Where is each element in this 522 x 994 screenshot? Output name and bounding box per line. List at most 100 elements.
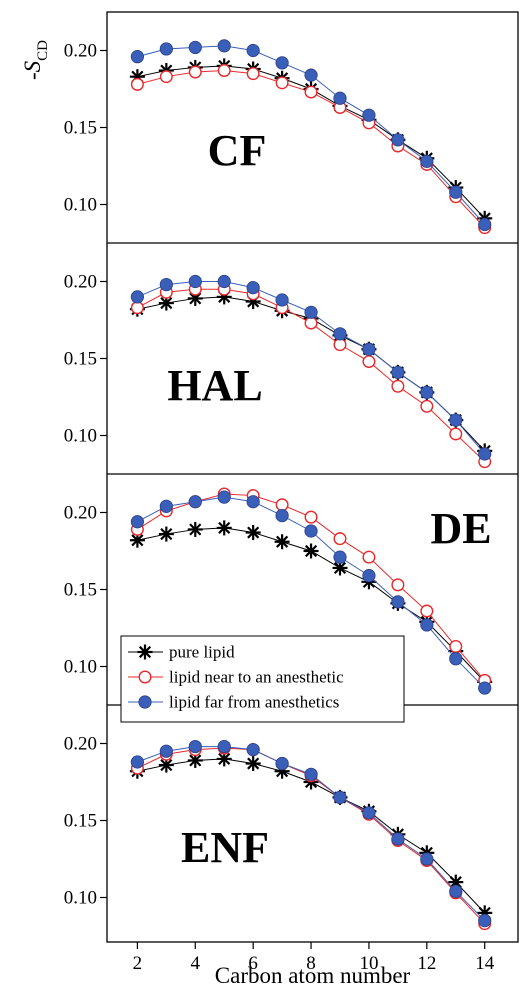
x-tick-label: 12 bbox=[417, 953, 436, 974]
data-point bbox=[158, 295, 174, 311]
y-axis-cf: 0.10 0.15 0.20 bbox=[64, 41, 107, 216]
x-tick-label: 4 bbox=[191, 953, 201, 974]
data-point bbox=[217, 39, 231, 53]
data-point bbox=[333, 327, 347, 341]
data-point bbox=[188, 739, 202, 754]
y-axis-hal: 0.10 0.15 0.20 bbox=[64, 272, 107, 447]
data-point bbox=[304, 68, 318, 82]
data-point bbox=[478, 913, 492, 928]
panel-label-hal: HAL bbox=[167, 361, 262, 410]
panel-label-de: DE bbox=[430, 504, 491, 553]
data-point bbox=[275, 56, 289, 70]
panel-hal bbox=[129, 274, 493, 469]
y-tick-label: 0.15 bbox=[64, 811, 97, 832]
data-point bbox=[420, 154, 434, 168]
y-tick-label: 0.15 bbox=[64, 118, 97, 139]
data-point bbox=[333, 550, 347, 564]
data-point bbox=[275, 76, 289, 90]
legend-marker bbox=[137, 644, 153, 660]
y-axes: 0.100.150.200.100.150.200.100.150.200.10… bbox=[64, 41, 107, 909]
y-axis-title: -SCD bbox=[20, 40, 51, 80]
y-axis-title-subscript: CD bbox=[35, 40, 51, 61]
legend-label: lipid far from anesthetics bbox=[169, 693, 339, 712]
panel-labels: CF HAL DE ENF bbox=[167, 126, 491, 872]
series-layer bbox=[129, 39, 493, 931]
data-point bbox=[159, 744, 173, 758]
legend: pure lipid lipid near to an anesthetic lip… bbox=[120, 635, 405, 723]
y-tick-label: 0.10 bbox=[64, 888, 97, 909]
data-point bbox=[420, 385, 434, 399]
data-point bbox=[420, 604, 434, 618]
data-point bbox=[391, 379, 405, 393]
panel-cf bbox=[129, 39, 493, 235]
data-point bbox=[245, 756, 261, 772]
data-point bbox=[130, 290, 144, 304]
data-point bbox=[362, 355, 376, 369]
data-point bbox=[159, 70, 173, 84]
data-point bbox=[362, 806, 376, 820]
x-tick-label: 14 bbox=[475, 953, 495, 974]
data-point bbox=[478, 681, 492, 695]
legend-label: pure lipid bbox=[169, 643, 235, 662]
x-tick-label: 6 bbox=[248, 953, 258, 974]
data-point bbox=[420, 399, 434, 413]
data-point bbox=[159, 277, 173, 292]
data-point bbox=[448, 874, 464, 890]
y-tick-label: 0.20 bbox=[64, 734, 97, 755]
data-point bbox=[187, 521, 203, 537]
data-point bbox=[449, 427, 463, 441]
series-far-enf bbox=[130, 739, 492, 928]
legend-item-near: lipid near to an anesthetic bbox=[128, 668, 344, 687]
data-point bbox=[449, 884, 463, 898]
data-point bbox=[217, 64, 231, 78]
panel-label-enf: ENF bbox=[181, 823, 269, 872]
data-point bbox=[275, 498, 289, 512]
legend-box bbox=[120, 635, 405, 723]
y-tick-label: 0.10 bbox=[64, 657, 97, 678]
data-point bbox=[130, 77, 144, 91]
y-tick-label: 0.15 bbox=[64, 349, 97, 370]
series-far-de bbox=[130, 490, 492, 695]
data-point bbox=[362, 108, 376, 122]
legend-item-pure: pure lipid bbox=[128, 643, 235, 662]
data-point bbox=[303, 543, 319, 559]
data-point bbox=[391, 832, 405, 846]
data-point bbox=[333, 532, 347, 546]
data-point bbox=[246, 495, 260, 509]
plot-border bbox=[106, 11, 519, 943]
legend-item-far: lipid far from anesthetics bbox=[128, 693, 339, 712]
y-tick-label: 0.10 bbox=[64, 195, 97, 216]
data-point bbox=[304, 524, 318, 538]
series-near-cf bbox=[130, 64, 492, 235]
data-point bbox=[449, 413, 463, 427]
y-axis-enf: 0.10 0.15 0.20 bbox=[64, 734, 107, 909]
data-point bbox=[130, 515, 144, 529]
panel-enf bbox=[129, 739, 493, 931]
data-point bbox=[304, 510, 318, 524]
data-point bbox=[275, 756, 289, 771]
x-tick-label: 10 bbox=[359, 953, 378, 974]
data-point bbox=[217, 274, 231, 289]
x-axis-title: Carbon atom number bbox=[215, 963, 411, 988]
panel-de bbox=[129, 487, 493, 695]
data-point bbox=[246, 281, 260, 295]
data-point bbox=[275, 293, 289, 307]
data-point bbox=[188, 274, 202, 289]
x-tick-label: 8 bbox=[306, 953, 316, 974]
data-point bbox=[275, 508, 289, 523]
plot-frame bbox=[106, 11, 519, 943]
data-point bbox=[188, 40, 202, 55]
legend-items: pure lipid lipid near to an anesthetic lip… bbox=[128, 643, 344, 712]
data-point bbox=[333, 91, 347, 105]
data-point bbox=[130, 301, 144, 315]
data-point bbox=[391, 595, 405, 609]
data-point bbox=[274, 534, 290, 550]
data-point bbox=[420, 618, 434, 632]
data-point bbox=[304, 316, 318, 330]
data-point bbox=[304, 85, 318, 99]
data-point bbox=[245, 525, 261, 541]
data-point bbox=[362, 569, 376, 583]
legend-marker bbox=[138, 670, 152, 684]
y-tick-label: 0.10 bbox=[64, 426, 97, 447]
